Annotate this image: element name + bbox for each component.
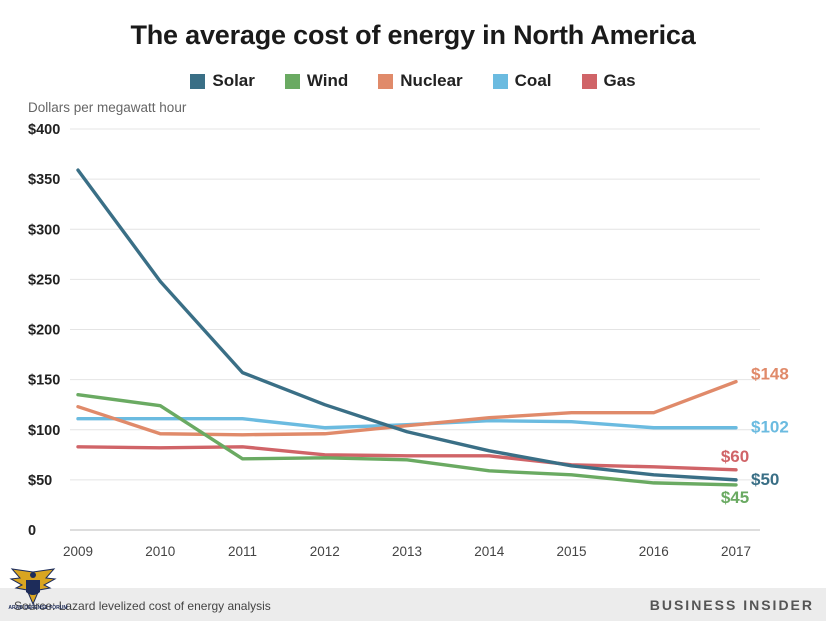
y-tick-label: 0 [28, 523, 36, 539]
legend-label: Nuclear [400, 71, 463, 90]
x-tick-label: 2012 [310, 544, 340, 559]
legend-label: Wind [306, 71, 349, 90]
y-tick-label: $400 [28, 122, 60, 138]
x-tick-label: 2015 [556, 544, 586, 559]
end-label-gas: $60 [721, 447, 749, 466]
y-tick-label: $100 [28, 423, 60, 439]
y-tick-label: $250 [28, 272, 60, 288]
watermark: ARAB DEFENSE FORUM [8, 566, 68, 618]
series-line-nuclear [76, 379, 738, 437]
source-note: Source: Lazard levelized cost of energy … [14, 599, 271, 613]
x-tick-label: 2009 [63, 544, 93, 559]
legend-item-coal: Coal [492, 71, 552, 91]
series-line-solar [76, 168, 738, 482]
x-tick-label: 2013 [392, 544, 422, 559]
legend-label: Coal [514, 71, 552, 90]
end-labels: $50$45 $148 $102$60 [721, 365, 789, 507]
x-tick-label: 2011 [228, 544, 257, 559]
series-line-gas [76, 445, 738, 472]
legend-swatch [581, 73, 597, 89]
x-tick-label: 2014 [474, 544, 505, 559]
eagle-emblem-icon [9, 568, 57, 606]
legend-item-wind: Wind [284, 71, 349, 91]
series-line-wind [76, 392, 738, 487]
legend: Solar Wind Nuclear Coal Gas [0, 71, 826, 91]
x-tick-label: 2017 [721, 544, 751, 559]
gridlines [70, 128, 760, 531]
y-tick-label: $150 [28, 373, 60, 389]
legend-item-solar: Solar [190, 71, 255, 91]
brand-logo: BUSINESS INSIDER [649, 597, 814, 613]
x-axis-ticks: 2009 2010 2011 2012 2013 2014 2015 2016 2017 [63, 544, 751, 559]
legend-label: Solar [212, 71, 255, 90]
y-tick-label: $200 [28, 323, 60, 339]
end-label-coal: $102 [751, 418, 789, 437]
x-tick-label: 2016 [639, 544, 669, 559]
chart-title: The average cost of energy in North Amer… [130, 20, 696, 50]
y-axis-ticks: 0 $50 $100 $150 $200 $250 $300 $350 $400 [28, 122, 60, 539]
y-tick-label: $50 [28, 473, 52, 489]
watermark-text: ARAB DEFENSE FORUM [8, 605, 68, 611]
end-label-solar: $50 [751, 470, 779, 489]
legend-swatch [284, 73, 300, 89]
y-tick-label: $300 [28, 222, 60, 238]
y-axis-label: Dollars per megawatt hour [28, 100, 187, 115]
legend-item-nuclear: Nuclear [378, 71, 463, 91]
series-lines [76, 168, 738, 487]
legend-swatch [492, 73, 508, 89]
x-tick-label: 2010 [145, 544, 175, 559]
legend-swatch [378, 73, 394, 89]
legend-swatch [190, 73, 206, 89]
end-label-nuclear: $148 [751, 365, 789, 384]
legend-item-gas: Gas [581, 71, 636, 91]
footer-bar [0, 588, 826, 621]
y-tick-label: $350 [28, 172, 60, 188]
end-label-wind: $45 [721, 488, 749, 507]
legend-label: Gas [603, 71, 636, 90]
